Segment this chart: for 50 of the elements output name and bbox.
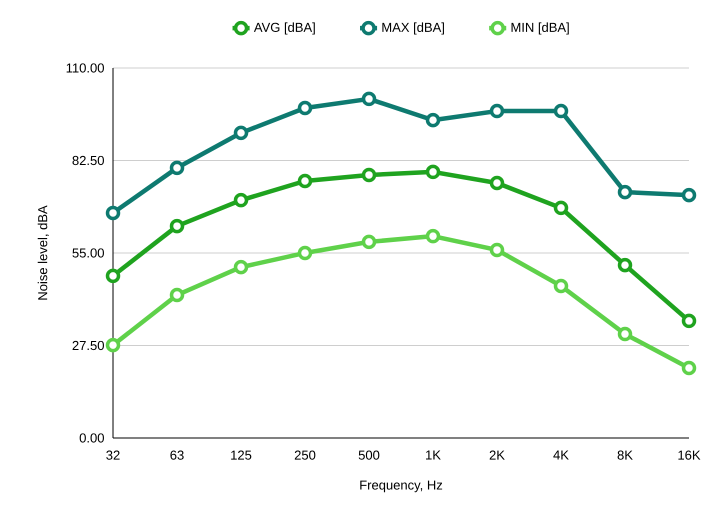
point	[426, 228, 440, 244]
point	[170, 288, 184, 302]
point	[106, 338, 120, 352]
legend-label: MIN [dBA]	[512, 22, 569, 35]
y-axis-title: Noise level, dBA	[38, 205, 49, 300]
x-tick-label: 250	[294, 450, 316, 460]
x-tick-label: 1K	[426, 450, 441, 460]
y-tick-label: 82.50	[72, 156, 104, 166]
point	[554, 200, 568, 216]
x-tick-label: 2K	[490, 450, 505, 460]
point	[298, 246, 312, 260]
point	[682, 360, 696, 376]
y-tick-label: 110.00	[66, 63, 104, 73]
legend-label: AVG [dBA]	[254, 22, 315, 35]
point	[682, 188, 696, 202]
point	[618, 184, 632, 200]
point	[490, 104, 504, 118]
x-tick-label: 32	[106, 450, 120, 460]
point	[234, 260, 248, 274]
point	[234, 126, 248, 140]
point	[426, 164, 440, 180]
point	[682, 314, 696, 328]
x-tick-label: 125	[231, 450, 252, 460]
x-tick-label: 8K	[618, 450, 633, 460]
point	[618, 258, 632, 272]
x-axis-title: Frequency, Hz	[360, 480, 442, 492]
point	[234, 192, 248, 208]
point	[362, 234, 376, 250]
point	[298, 100, 312, 116]
x-tick-label: 500	[358, 450, 380, 460]
point	[298, 174, 312, 188]
point	[490, 176, 504, 190]
point	[554, 278, 568, 294]
point	[426, 112, 440, 128]
x-tick-label: 16K	[678, 450, 700, 460]
y-tick-label: 0.00	[80, 433, 104, 443]
point	[362, 92, 376, 106]
point	[106, 206, 120, 220]
y-tick-label: 55.00	[72, 248, 104, 258]
point	[490, 242, 504, 258]
point	[170, 218, 184, 234]
point	[106, 268, 120, 284]
point	[554, 104, 568, 118]
x-tick-label: 63	[170, 450, 184, 460]
x-tick-label: 4K	[553, 450, 569, 460]
point	[362, 168, 376, 182]
point	[170, 160, 184, 176]
point	[618, 326, 632, 342]
legend-label: MAX [dBA]	[382, 22, 444, 35]
y-tick-label: 27.50	[72, 340, 104, 350]
